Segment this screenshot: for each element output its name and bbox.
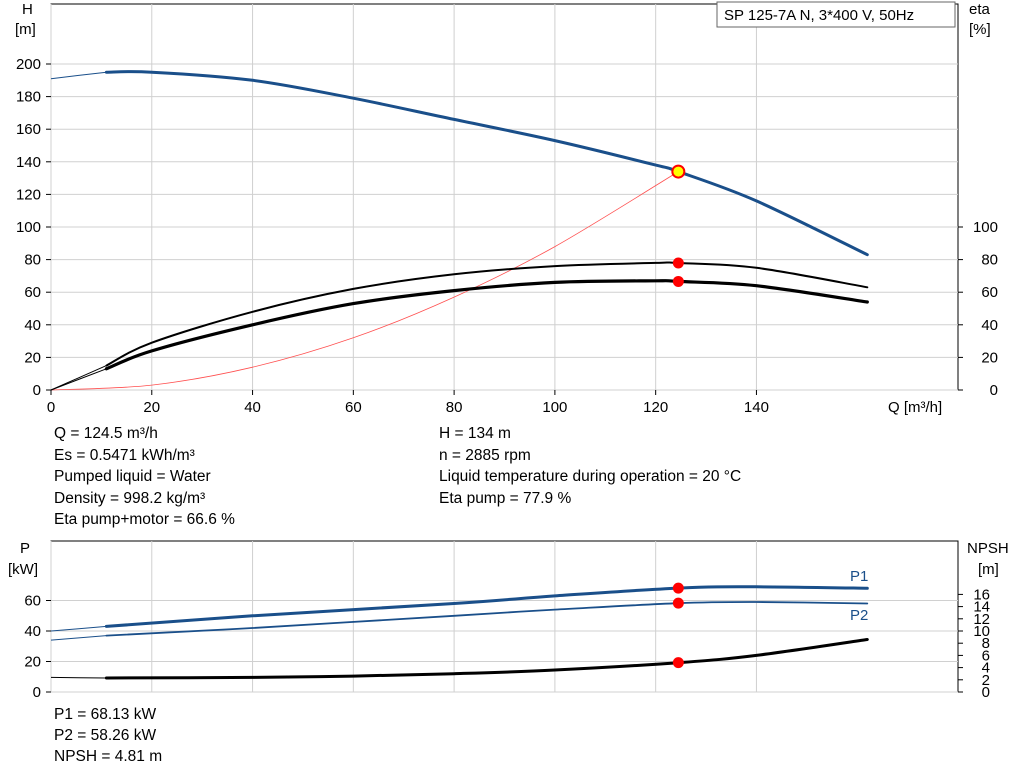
npsh-axis-title: NPSH xyxy=(967,540,1009,557)
duty-point-p1 xyxy=(672,582,684,594)
info-eta-pump-motor: Eta pump+motor = 66.6 % xyxy=(54,511,235,528)
flow-tick-label: 40 xyxy=(244,399,261,416)
info-head: H = 134 m xyxy=(439,425,511,442)
npsh-tick-label: 4 xyxy=(982,660,990,677)
p2-curve-extrapolation xyxy=(50,635,107,641)
npsh-tick-label: 12 xyxy=(973,611,990,628)
system-curve xyxy=(50,171,679,391)
p1-curve-label: P1 xyxy=(850,568,868,585)
head-tick-label: 180 xyxy=(16,89,41,106)
eta-tick-label: 0 xyxy=(990,382,998,399)
power-tick-label: 0 xyxy=(33,684,41,701)
head-tick-label: 140 xyxy=(16,154,41,171)
info-density: Density = 998.2 kg/m³ xyxy=(54,490,206,507)
head-tick-label: 120 xyxy=(16,186,41,203)
duty-point-npsh xyxy=(672,657,684,669)
eta-tick-label: 100 xyxy=(973,219,998,236)
npsh-tick-label: 16 xyxy=(973,586,990,603)
head-tick-label: 200 xyxy=(16,56,41,73)
flow-tick-label: 100 xyxy=(542,399,567,416)
npsh-tick-label: 14 xyxy=(973,599,990,616)
head-curve-extrapolation xyxy=(50,71,107,80)
head-tick-label: 160 xyxy=(16,121,41,138)
info-pumped-liquid: Pumped liquid = Water xyxy=(54,468,211,485)
lower-chart-curves xyxy=(50,585,869,680)
head-curve xyxy=(104,70,869,257)
upper-plot-frame xyxy=(50,3,959,391)
npsh-tick-label: 10 xyxy=(973,623,990,640)
head-tick-label: 100 xyxy=(16,219,41,236)
duty-point-markers xyxy=(671,164,686,669)
duty-point-eta-total xyxy=(672,275,684,287)
info-p1: P1 = 68.13 kW xyxy=(54,706,157,723)
eta-tick-label: 80 xyxy=(981,252,998,269)
flow-tick-label: 0 xyxy=(47,399,55,416)
eta-tick-label: 60 xyxy=(981,284,998,301)
info-eta-pump: Eta pump = 77.9 % xyxy=(439,490,572,507)
npsh-curve xyxy=(104,638,869,680)
eta-total-curve xyxy=(104,279,869,371)
pump-title-box xyxy=(716,1,956,28)
info-specific-energy: Es = 0.5471 kWh/m³ xyxy=(54,447,195,464)
head-axis-unit: [m] xyxy=(15,21,36,38)
power-tick-label: 20 xyxy=(24,654,41,671)
npsh-tick-label: 6 xyxy=(982,647,990,664)
duty-point-p2 xyxy=(672,597,684,609)
flow-tick-label: 120 xyxy=(643,399,668,416)
upper-chart-tick-labels: 0 20 40 60 80 100 120 140 160 180 200 0 20 40 60 80 100 0… xyxy=(16,56,998,416)
p1-curve-extrapolation xyxy=(50,625,107,632)
pump-title: SP 125-7A N, 3*400 V, 50Hz xyxy=(724,7,914,24)
flow-tick-label: 140 xyxy=(744,399,769,416)
info-p2: P2 = 58.26 kW xyxy=(54,727,157,744)
lower-plot-frame xyxy=(50,540,959,693)
flow-tick-label: 60 xyxy=(345,399,362,416)
duty-point-eta-pump xyxy=(672,257,684,269)
eta-total-curve-extrapolation xyxy=(50,368,107,391)
p2-curve-label: P2 xyxy=(850,607,868,624)
power-axis-title: P xyxy=(20,540,30,557)
npsh-axis-unit: [m] xyxy=(978,561,999,578)
npsh-tick-label: 8 xyxy=(982,635,990,652)
eta-axis-unit: [%] xyxy=(969,21,991,38)
info-npsh: NPSH = 4.81 m xyxy=(54,748,163,765)
flow-tick-label: 80 xyxy=(446,399,463,416)
info-liquid-temperature: Liquid temperature during operation = 20… xyxy=(439,468,742,485)
upper-chart-curves xyxy=(50,70,869,391)
info-flow: Q = 124.5 m³/h xyxy=(54,425,158,442)
flow-tick-label: 20 xyxy=(143,399,160,416)
eta-tick-label: 20 xyxy=(981,349,998,366)
power-tick-label: 60 xyxy=(24,593,41,610)
power-axis-unit: [kW] xyxy=(8,561,38,578)
p1-curve xyxy=(104,585,869,628)
head-tick-label: 60 xyxy=(24,284,41,301)
npsh-curve-extrapolation xyxy=(50,676,107,679)
head-tick-label: 40 xyxy=(24,317,41,334)
head-tick-label: 80 xyxy=(24,252,41,269)
p2-curve xyxy=(105,601,869,637)
eta-tick-label: 40 xyxy=(981,317,998,334)
head-tick-label: 0 xyxy=(33,382,41,399)
lower-chart-grid xyxy=(50,540,959,693)
head-tick-label: 20 xyxy=(24,349,41,366)
power-tick-label: 40 xyxy=(24,623,41,640)
duty-point-head xyxy=(671,164,686,179)
flow-axis-title: Q [m³/h] xyxy=(888,399,942,416)
upper-chart-grid xyxy=(50,3,959,391)
eta-axis-title: eta xyxy=(969,1,991,18)
eta-pump-curve xyxy=(105,261,869,367)
info-speed: n = 2885 rpm xyxy=(439,447,531,464)
npsh-tick-label: 0 xyxy=(982,684,990,701)
head-axis-title: H xyxy=(22,1,33,18)
npsh-tick-label: 2 xyxy=(982,672,990,689)
